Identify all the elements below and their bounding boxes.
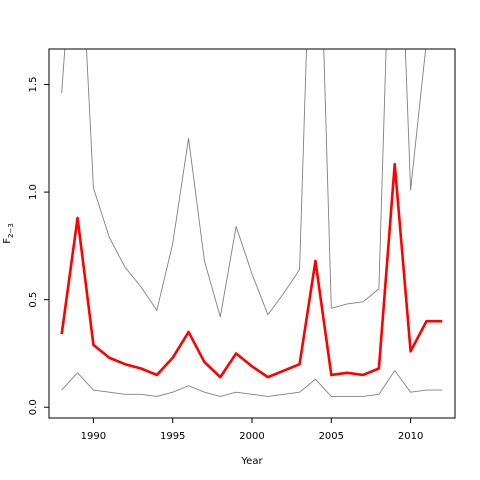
x-tick-label: 1995	[160, 431, 185, 442]
y-axis-label-main: F	[2, 238, 13, 244]
x-axis-label: Year	[240, 456, 263, 467]
series-line-upper-bound	[61, 49, 427, 318]
x-tick-label: 2000	[239, 431, 264, 442]
x-tick-label: 2010	[398, 431, 423, 442]
series-line-estimate	[60, 162, 443, 379]
y-axis: 0.0 0.5 1.0 1.5	[28, 77, 49, 415]
series-layer	[60, 49, 443, 397]
y-axis-label: F2−3	[2, 223, 15, 244]
x-tick-label: 1990	[81, 431, 106, 442]
y-axis-label-subscript: 2−3	[7, 223, 15, 238]
plot-frame	[48, 48, 456, 419]
y-tick-label: 1.0	[28, 184, 39, 200]
y-tick-label: 0.0	[28, 399, 39, 415]
y-tick-label: 0.5	[28, 292, 39, 308]
x-tick-label: 2005	[319, 431, 344, 442]
x-axis: 1990 1995 2000 2005 2010	[81, 418, 423, 442]
y-tick-label: 1.5	[28, 77, 39, 93]
series-line-lower-bound	[61, 370, 443, 397]
